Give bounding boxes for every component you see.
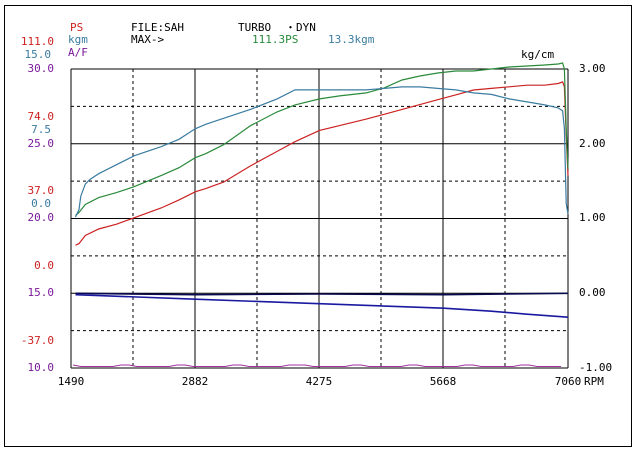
series-line-ps — [75, 81, 569, 246]
kgm-tick-label: 15.0 — [25, 48, 52, 61]
max-kgm-value: 13.3kgm — [328, 33, 375, 46]
series-line-boost — [75, 293, 569, 318]
ps-tick-label: 74.0 — [28, 110, 55, 123]
turbo-label: TURBO — [238, 21, 271, 34]
ps-label: PS — [70, 21, 83, 34]
af-tick-label: 25.0 — [28, 137, 55, 150]
file-label: FILE:SAH — [131, 21, 184, 34]
right-axis-tick-label: 2.00 — [579, 137, 606, 150]
x-axis-unit: RPM — [584, 375, 604, 388]
af-label: A/F — [68, 46, 88, 59]
kgm-tick-label: 7.5 — [31, 123, 51, 136]
ps-tick-label: -37.0 — [21, 334, 54, 347]
af-tick-label: 30.0 — [28, 62, 55, 75]
right-axis-tick-label: 1.00 — [579, 211, 606, 224]
series-line-boost-flat — [75, 292, 569, 296]
kgm-tick-label: 0.0 — [31, 197, 51, 210]
ps-tick-label: 37.0 — [28, 184, 55, 197]
kgm-label: kgm — [68, 33, 88, 46]
af-tick-label: 20.0 — [28, 211, 55, 224]
right-axis-tick-label: 0.00 — [579, 286, 606, 299]
x-axis-tick-label: 7060 — [555, 375, 582, 388]
series-layer — [72, 62, 569, 367]
dyn-label: ・DYN — [285, 21, 316, 34]
right-axis-unit: kg/cm — [521, 48, 554, 61]
x-axis-tick-label: 1490 — [58, 375, 85, 388]
right-axis-tick-label: -1.00 — [579, 361, 612, 374]
x-axis-tick-label: 2882 — [182, 375, 209, 388]
series-line-bottom-trace — [72, 364, 561, 367]
grid-layer — [70, 68, 569, 369]
ps-tick-label: 111.0 — [21, 35, 54, 48]
max-ps-value: 111.3PS — [252, 33, 298, 46]
tick-label-layer: 111.074.037.00.0-37.015.07.50.030.025.02… — [21, 35, 612, 388]
af-tick-label: 15.0 — [28, 286, 55, 299]
x-axis-tick-label: 5668 — [430, 375, 457, 388]
right-axis-tick-label: 3.00 — [579, 62, 606, 75]
series-line-a-f — [74, 86, 569, 218]
x-axis-tick-label: 4275 — [306, 375, 333, 388]
af-tick-label: 10.0 — [28, 361, 55, 374]
series-line-kgm — [75, 62, 569, 216]
max-label: MAX-> — [131, 33, 164, 46]
ps-tick-label: 0.0 — [34, 259, 54, 272]
